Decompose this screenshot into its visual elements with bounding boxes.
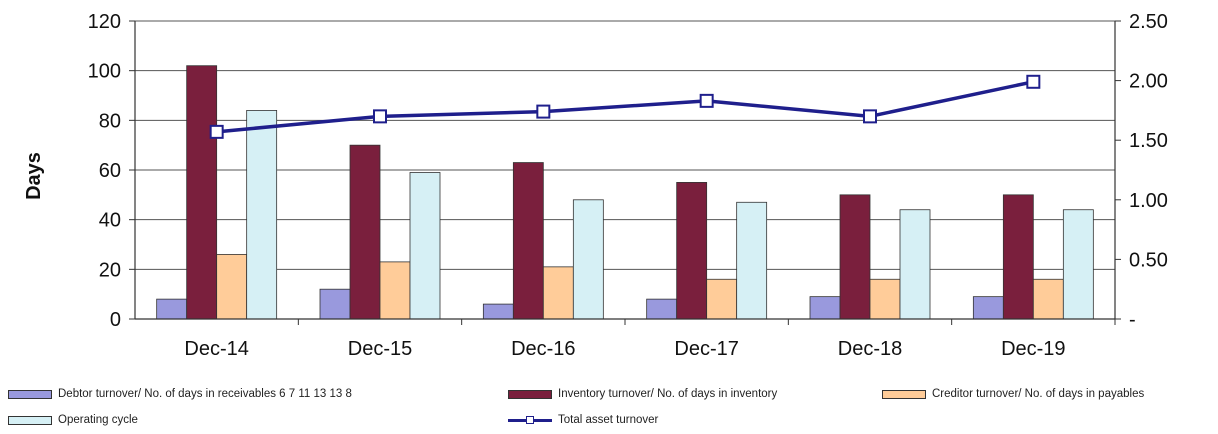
x-tick-label: Dec-15: [348, 338, 412, 360]
x-tick-label: Dec-17: [674, 338, 738, 360]
y-tick-label: 120: [88, 11, 121, 33]
x-tick-label: Dec-18: [838, 338, 902, 360]
line-point-Dec-14: [209, 124, 224, 139]
bar-0-Dec-15: [319, 288, 351, 320]
y-tick-label: 100: [88, 61, 121, 83]
line-point-Dec-15: [373, 109, 387, 124]
y2-tick-label: -: [1129, 309, 1136, 331]
bar-1-Dec-17: [676, 182, 708, 320]
bar-3-Dec-18: [899, 209, 931, 320]
y2-tick-label: 1.50: [1129, 130, 1168, 152]
line-point-Dec-19: [1026, 74, 1041, 89]
x-tick-label: Dec-19: [1001, 338, 1065, 360]
y2-tick-label: 2.00: [1129, 71, 1168, 93]
y-tick-label: 0: [110, 309, 121, 331]
y-tick-label: 80: [99, 110, 121, 132]
bar-1-Dec-18: [839, 194, 871, 320]
bar-0-Dec-14: [156, 298, 188, 320]
line-point-Dec-17: [699, 93, 714, 108]
tick-labels: 0 20 40 60 80 100 120 - 0.50 1.00 1.50 2.00 2.50 Days…: [23, 11, 1168, 360]
bar-3-Dec-17: [736, 201, 768, 320]
bar-3-Dec-16: [572, 199, 604, 320]
bar-1-Dec-15: [349, 144, 381, 320]
bar-0-Dec-19: [972, 296, 1004, 320]
bar-3-Dec-15: [409, 172, 441, 320]
y-tick-label: 40: [99, 210, 121, 232]
y2-tick-label: 0.50: [1129, 249, 1168, 271]
bar-2-Dec-19: [1032, 278, 1064, 320]
y2-tick-label: 2.50: [1129, 11, 1168, 33]
bar-1-Dec-14: [186, 65, 218, 320]
bar-3-Dec-19: [1062, 209, 1094, 320]
bar-2-Dec-18: [869, 278, 901, 320]
bar-0-Dec-17: [646, 298, 678, 320]
bar-3-Dec-14: [246, 110, 278, 320]
bars: [156, 65, 1094, 320]
line-point-Dec-16: [536, 104, 551, 119]
line-series: [209, 74, 1041, 139]
bar-2-Dec-17: [706, 278, 738, 320]
line-series-total-asset-turnover: [216, 80, 1034, 134]
y-tick-label: 60: [99, 160, 121, 182]
x-tick-label: Dec-14: [184, 338, 248, 360]
x-tick-label: Dec-16: [511, 338, 575, 360]
bar-1-Dec-19: [1002, 194, 1034, 320]
y-axis-title: Days: [23, 152, 45, 200]
bar-0-Dec-16: [482, 303, 514, 320]
bar-2-Dec-15: [379, 261, 411, 320]
line-point-Dec-18: [863, 109, 877, 124]
y2-tick-label: 1.00: [1129, 190, 1168, 212]
bar-2-Dec-14: [216, 254, 248, 320]
bar-0-Dec-18: [809, 296, 841, 320]
gridlines: [135, 20, 1115, 270]
axes: [129, 20, 1121, 325]
y-tick-label: 20: [99, 259, 121, 281]
bar-2-Dec-16: [542, 266, 574, 320]
bar-1-Dec-16: [512, 162, 544, 320]
